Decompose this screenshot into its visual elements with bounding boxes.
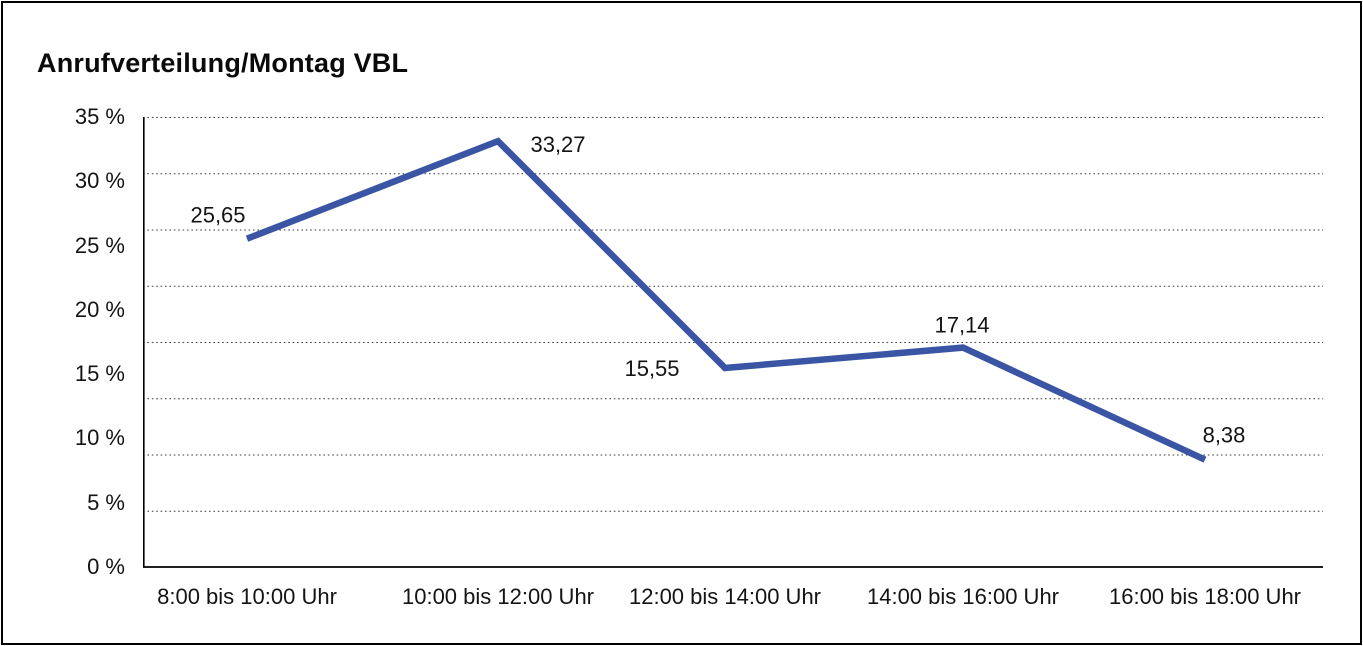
y-tick-label: 35 % xyxy=(74,104,125,129)
line-chart-plot: 25,65 33,27 15,55 17,14 8,38 xyxy=(143,117,1323,568)
y-tick-label: 20 % xyxy=(74,296,125,322)
x-tick-label: 12:00 bis 14:00 Uhr xyxy=(628,584,822,609)
y-tick-label: 30 % xyxy=(74,168,125,194)
data-point-label: 15,55 xyxy=(624,356,679,381)
y-tick-label: 25 % xyxy=(74,232,125,258)
y-tick-label: 10 % xyxy=(74,425,125,451)
data-point-label: 8,38 xyxy=(1203,423,1246,448)
chart-title: Anrufverteilung/Montag VBL xyxy=(37,48,409,79)
data-point-label: 33,27 xyxy=(530,132,585,157)
data-point-label: 25,65 xyxy=(190,202,245,227)
y-tick-label: 5 % xyxy=(87,489,125,515)
x-tick-label: 8:00 bis 10:00 Uhr xyxy=(157,584,337,609)
data-line xyxy=(245,137,1207,463)
x-tick-label: 16:00 bis 18:00 Uhr xyxy=(1108,584,1302,609)
x-tick-label: 10:00 bis 12:00 Uhr xyxy=(401,584,595,609)
y-tick-label: 0 % xyxy=(87,554,125,579)
data-point-label: 17,14 xyxy=(934,312,989,337)
x-tick-label: 14:00 bis 16:00 Uhr xyxy=(866,584,1060,609)
y-tick-label: 15 % xyxy=(74,361,125,387)
